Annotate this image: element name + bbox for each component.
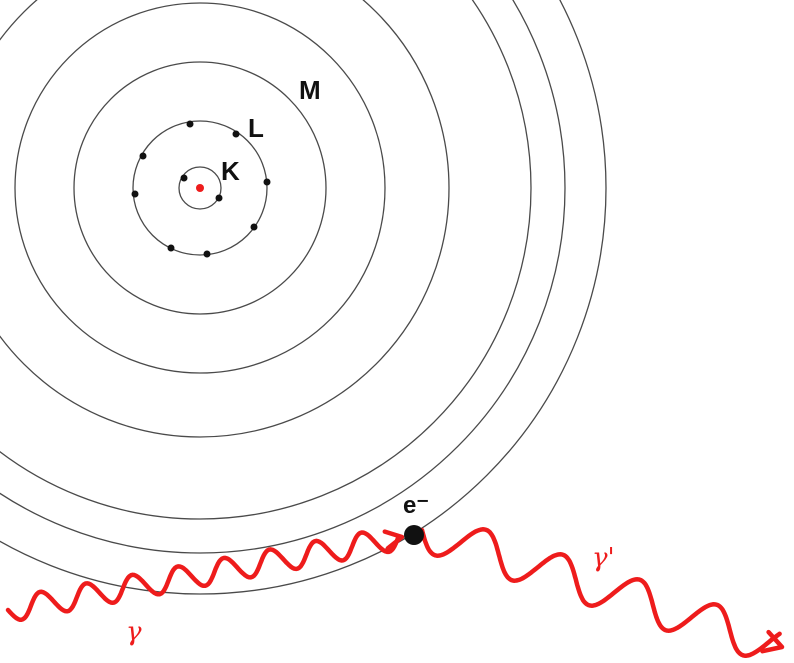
electron-label: e⁻ <box>403 492 429 519</box>
l-electron <box>250 223 258 231</box>
l-electron <box>263 178 271 186</box>
k-electron <box>180 174 188 182</box>
incident-photon-label: γ <box>126 617 142 647</box>
l-electron <box>167 244 175 252</box>
shell-3-orbit <box>73 61 327 315</box>
nucleus <box>196 184 204 192</box>
shell-4-orbit <box>14 2 386 374</box>
shell-k-label: K <box>221 156 240 186</box>
k-electron <box>215 194 223 202</box>
atom-shells <box>0 0 607 595</box>
shell-6-orbit <box>0 0 532 520</box>
l-electron <box>186 120 194 128</box>
shell-k-orbit <box>178 166 222 210</box>
shell-l-orbit <box>132 120 268 256</box>
incident-photon-wave <box>5 530 401 622</box>
shell-8-orbit <box>0 0 607 595</box>
shell-7-orbit <box>0 0 566 554</box>
l-electron <box>203 250 211 258</box>
scattered-photon-label: γ' <box>592 543 615 573</box>
scattering-electron <box>404 525 424 545</box>
scattered-photon-wave <box>419 527 782 658</box>
l-shell-electrons <box>131 120 271 258</box>
scattered-photon-arrowhead <box>760 629 785 654</box>
shell-5-orbit <box>0 0 450 438</box>
incident-photon-arrowhead <box>382 529 405 551</box>
l-electron <box>232 130 240 138</box>
shell-l-label: L <box>248 113 264 143</box>
k-shell-electrons <box>180 174 223 202</box>
shell-m-label: M <box>299 75 321 105</box>
l-electron <box>131 190 139 198</box>
l-electron <box>139 152 147 160</box>
